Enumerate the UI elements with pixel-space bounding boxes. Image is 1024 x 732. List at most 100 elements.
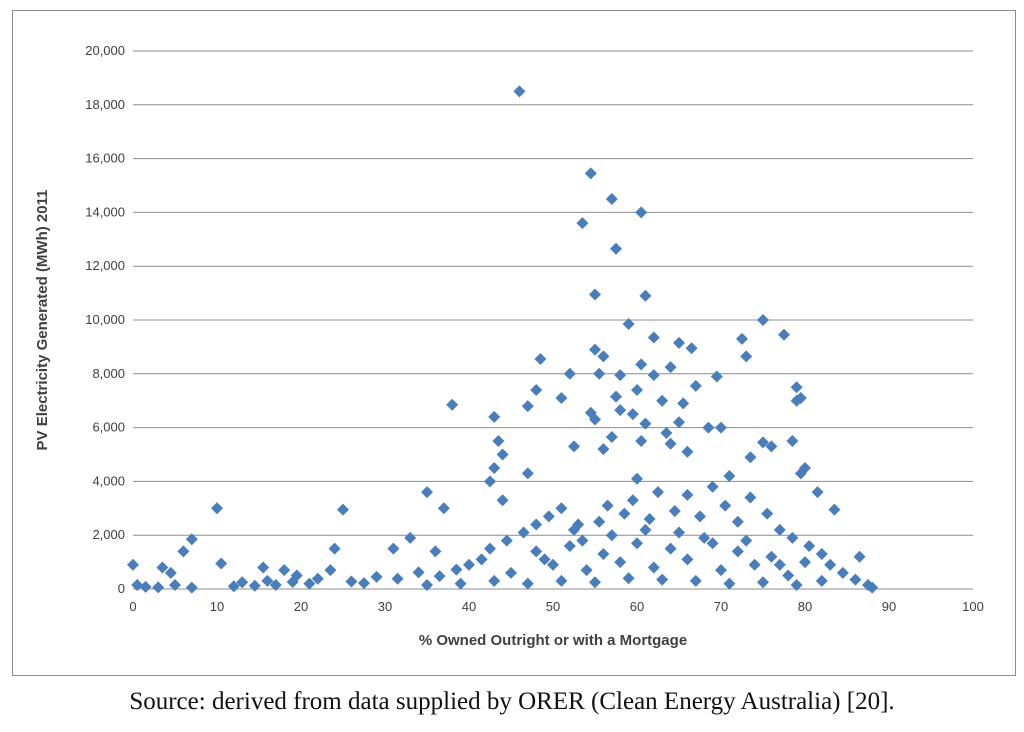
data-point [227, 580, 240, 593]
data-point [261, 574, 274, 587]
data-point [555, 502, 568, 515]
data-point [177, 545, 190, 558]
data-point [131, 578, 144, 591]
x-tick-label: 40 [462, 599, 476, 614]
x-tick-label: 70 [714, 599, 728, 614]
data-point [605, 529, 618, 542]
data-point [328, 542, 341, 555]
data-point [593, 367, 606, 380]
data-point [488, 461, 501, 474]
data-point [391, 572, 404, 585]
data-point [773, 558, 786, 571]
data-point [660, 426, 673, 439]
data-point [706, 537, 719, 550]
data-point [731, 545, 744, 558]
data-point [639, 417, 652, 430]
data-point [647, 369, 660, 382]
x-tick-label: 10 [210, 599, 224, 614]
data-point [450, 563, 463, 576]
data-point [421, 486, 433, 499]
data-point [139, 580, 152, 593]
data-point [689, 379, 702, 392]
data-point [580, 564, 593, 577]
y-tick-label: 12,000 [85, 258, 125, 273]
x-tick-label: 0 [129, 599, 136, 614]
data-point [614, 404, 627, 417]
data-point [723, 577, 736, 590]
data-point [631, 537, 643, 550]
data-point [412, 566, 425, 579]
data-point [668, 504, 681, 517]
y-tick-label: 20,000 [85, 43, 125, 58]
data-point [156, 561, 169, 574]
data-point [790, 381, 803, 394]
data-point [589, 576, 601, 589]
data-point [311, 572, 324, 585]
data-point [664, 361, 677, 374]
data-point [542, 510, 555, 523]
data-point [689, 574, 702, 587]
data-point [710, 370, 723, 383]
data-point [815, 574, 828, 587]
data-point [589, 343, 601, 356]
data-point [463, 558, 475, 571]
data-point [786, 531, 799, 544]
x-axis-tick-labels: 0 10 20 30 40 50 60 70 80 90 100 [129, 599, 983, 614]
data-point [849, 573, 862, 586]
data-point [782, 569, 795, 582]
data-point [337, 503, 349, 516]
data-point [673, 416, 685, 429]
y-tick-label: 0 [118, 581, 125, 596]
data-point [622, 572, 635, 585]
data-point [681, 488, 694, 501]
data-point [601, 499, 614, 512]
x-tick-label: 90 [882, 599, 896, 614]
scatter-chart: 0 2,000 4,000 6,000 8,000 10,000 12,000 14,000 1… [34, 43, 984, 649]
data-point [799, 556, 811, 569]
data-point [673, 336, 685, 349]
data-point [740, 350, 753, 363]
y-tick-label: 16,000 [85, 151, 125, 166]
y-tick-label: 4,000 [92, 473, 125, 488]
data-point [744, 451, 757, 464]
data-point [215, 557, 228, 570]
data-point [345, 575, 358, 588]
data-point [446, 398, 459, 411]
data-point [576, 534, 589, 547]
data-point [853, 550, 866, 563]
data-point [664, 542, 677, 555]
data-point [694, 510, 706, 523]
data-point [773, 523, 786, 536]
data-point [597, 350, 610, 363]
data-point [521, 467, 534, 480]
data-point [815, 548, 828, 561]
data-point [639, 289, 652, 302]
data-point [421, 578, 433, 591]
data-point [278, 564, 291, 577]
data-point [530, 383, 543, 396]
x-tick-label: 60 [630, 599, 644, 614]
data-point [656, 573, 669, 586]
data-point [269, 578, 282, 591]
data-point [706, 480, 719, 493]
data-point [152, 581, 165, 594]
data-point [534, 353, 547, 366]
x-tick-label: 100 [962, 599, 984, 614]
data-point [744, 491, 757, 504]
data-point [496, 448, 509, 461]
data-point [778, 328, 790, 341]
data-point [647, 331, 660, 344]
data-point [568, 440, 580, 453]
data-point [505, 566, 517, 579]
data-point [538, 553, 551, 566]
data-point [597, 443, 610, 456]
data-point [698, 531, 711, 544]
data-point [803, 539, 816, 552]
data-point [303, 577, 316, 590]
data-point [164, 566, 177, 579]
data-point [521, 577, 534, 590]
data-point [500, 534, 513, 547]
data-point [370, 570, 383, 583]
data-point [635, 435, 648, 448]
x-axis-title: % Owned Outright or with a Mortgage [419, 632, 687, 649]
